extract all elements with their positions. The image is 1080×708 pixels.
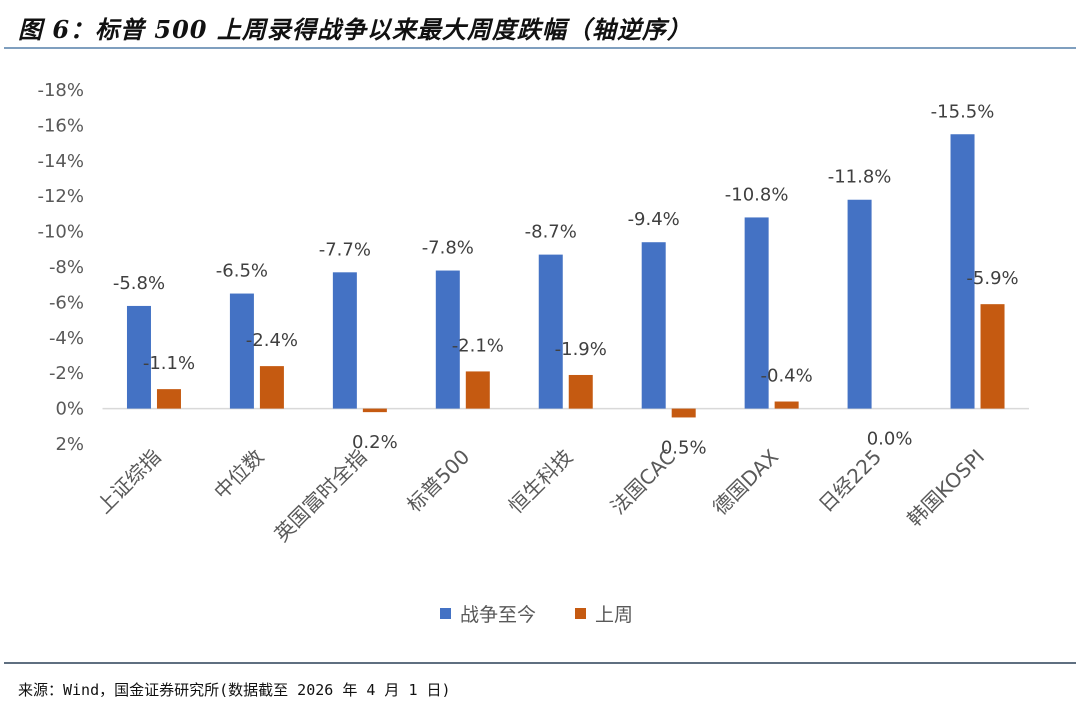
- bar-war-to-date: [435, 270, 460, 409]
- data-label: -2.1%: [452, 335, 504, 356]
- y-tick-label: -16%: [37, 115, 84, 136]
- y-tick-label: -10%: [37, 222, 84, 243]
- data-label: -11.8%: [828, 167, 892, 188]
- source-note: 来源：Wind，国金证券研究所(数据截至 2026 年 4 月 1 日): [18, 681, 451, 699]
- bar-war-to-date: [641, 242, 666, 409]
- data-label: -15.5%: [931, 101, 995, 122]
- chart-title: 图 6：标普 500 上周录得战争以来最大周度跌幅（轴逆序）: [18, 15, 692, 44]
- data-label: -2.4%: [246, 330, 298, 351]
- x-category-label: 日经225: [814, 445, 886, 517]
- data-label: -10.8%: [725, 184, 789, 205]
- y-tick-label: -2%: [49, 363, 84, 384]
- bar-war-to-date: [950, 134, 975, 409]
- data-label: 0.0%: [867, 429, 913, 450]
- x-category-label: 德国DAX: [708, 444, 783, 519]
- y-tick-label: -4%: [49, 328, 84, 349]
- y-tick-label: -14%: [37, 151, 84, 172]
- bar-last-week: [362, 408, 387, 413]
- bar-last-week: [465, 371, 490, 409]
- bar-last-week: [774, 401, 799, 409]
- legend-label: 上周: [595, 604, 633, 626]
- title-divider: [4, 47, 1076, 49]
- x-category-label: 法国CAC: [606, 445, 680, 519]
- bar-last-week: [156, 389, 181, 409]
- bar-chart: -18% -16% -14% -12% -10% -8% -6% -4% -2% 0% 2% -5.8…: [37, 80, 1029, 626]
- legend-swatch: [440, 608, 451, 619]
- legend-label: 战争至今: [460, 604, 536, 626]
- footer-divider: [4, 662, 1076, 664]
- data-label: -5.9%: [966, 268, 1018, 289]
- x-category-label: 恒生科技: [504, 445, 578, 519]
- data-label: -7.7%: [319, 239, 371, 260]
- x-category-label: 英国富时全指: [270, 445, 372, 547]
- data-label: 0.5%: [661, 437, 707, 458]
- bar-last-week: [980, 304, 1005, 409]
- bar-war-to-date: [744, 217, 769, 409]
- data-label: -0.4%: [761, 366, 813, 387]
- y-tick-label: -6%: [49, 292, 84, 313]
- bar-war-to-date: [332, 272, 357, 409]
- data-label: -9.4%: [628, 209, 680, 230]
- x-category-label: 标普500: [402, 445, 474, 517]
- x-category-label: 韩国KOSPI: [902, 445, 989, 532]
- bar-last-week: [259, 366, 284, 409]
- data-label: -1.1%: [143, 353, 195, 374]
- legend-swatch: [575, 608, 586, 619]
- y-tick-label: -12%: [37, 186, 84, 207]
- data-label: -8.7%: [525, 222, 577, 243]
- data-label: -6.5%: [216, 261, 268, 282]
- x-category-label: 上证综指: [92, 445, 166, 519]
- bar-war-to-date: [847, 199, 872, 409]
- y-tick-label: -8%: [49, 257, 84, 278]
- y-tick-label: 0%: [55, 399, 84, 420]
- bar-last-week: [568, 374, 593, 409]
- bar-war-to-date: [538, 254, 563, 409]
- data-label: 0.2%: [352, 432, 398, 453]
- bar-war-to-date: [229, 293, 254, 409]
- bar-war-to-date: [126, 305, 151, 409]
- data-label: -5.8%: [113, 273, 165, 294]
- y-tick-label: 2%: [55, 434, 84, 455]
- y-tick-label: -18%: [37, 80, 84, 101]
- data-label: -1.9%: [555, 339, 607, 360]
- data-label: -7.8%: [422, 238, 474, 259]
- x-category-label: 中位数: [209, 445, 268, 504]
- bar-last-week: [671, 408, 696, 418]
